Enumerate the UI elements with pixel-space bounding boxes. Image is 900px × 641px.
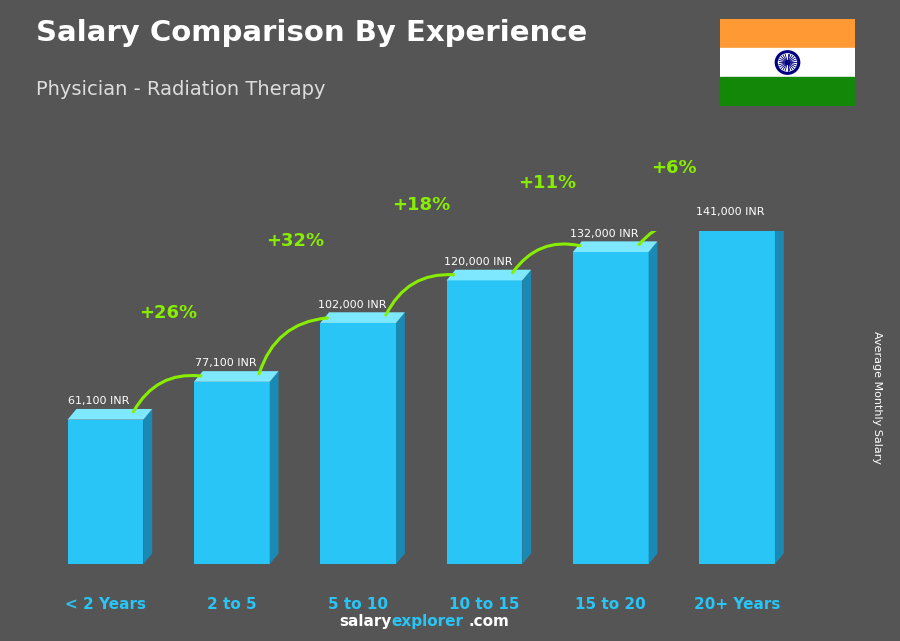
Text: < 2 Years: < 2 Years <box>65 597 146 612</box>
Text: 120,000 INR: 120,000 INR <box>444 257 512 267</box>
FancyArrowPatch shape <box>386 274 454 315</box>
Bar <box>720 19 855 48</box>
Text: 20+ Years: 20+ Years <box>694 597 780 612</box>
FancyArrowPatch shape <box>133 376 201 412</box>
Polygon shape <box>446 270 531 280</box>
FancyArrowPatch shape <box>512 244 580 273</box>
Text: +6%: +6% <box>651 160 697 178</box>
Text: .com: .com <box>468 615 508 629</box>
Circle shape <box>776 51 799 74</box>
Polygon shape <box>320 323 396 564</box>
Text: 61,100 INR: 61,100 INR <box>68 396 130 406</box>
Polygon shape <box>699 231 775 564</box>
Text: +18%: +18% <box>392 196 450 213</box>
Text: 5 to 10: 5 to 10 <box>328 597 388 612</box>
Bar <box>720 77 855 106</box>
Circle shape <box>778 54 796 71</box>
Text: +26%: +26% <box>140 304 198 322</box>
Polygon shape <box>446 280 522 564</box>
Polygon shape <box>320 312 405 323</box>
Polygon shape <box>68 409 152 420</box>
Text: 10 to 15: 10 to 15 <box>449 597 519 612</box>
Text: 132,000 INR: 132,000 INR <box>571 229 639 238</box>
Polygon shape <box>194 382 270 564</box>
Text: salary: salary <box>339 615 392 629</box>
Text: Salary Comparison By Experience: Salary Comparison By Experience <box>36 19 587 47</box>
Polygon shape <box>143 409 152 564</box>
Circle shape <box>786 61 789 64</box>
Text: Average Monthly Salary: Average Monthly Salary <box>872 331 883 464</box>
Text: +32%: +32% <box>266 231 324 249</box>
Bar <box>720 48 855 77</box>
Polygon shape <box>396 312 405 564</box>
Polygon shape <box>572 252 649 564</box>
Polygon shape <box>522 270 531 564</box>
Polygon shape <box>68 420 143 564</box>
Text: 15 to 20: 15 to 20 <box>575 597 646 612</box>
FancyArrowPatch shape <box>259 318 327 374</box>
Text: explorer: explorer <box>392 615 464 629</box>
Polygon shape <box>649 242 658 564</box>
Text: 141,000 INR: 141,000 INR <box>697 208 765 217</box>
Text: Physician - Radiation Therapy: Physician - Radiation Therapy <box>36 80 326 99</box>
Polygon shape <box>572 242 658 252</box>
Polygon shape <box>775 220 784 564</box>
Text: 102,000 INR: 102,000 INR <box>318 299 386 310</box>
Text: 77,100 INR: 77,100 INR <box>194 358 256 369</box>
FancyArrowPatch shape <box>639 221 706 245</box>
Polygon shape <box>270 371 278 564</box>
Polygon shape <box>699 220 784 231</box>
Text: 2 to 5: 2 to 5 <box>207 597 256 612</box>
Text: +11%: +11% <box>518 174 577 192</box>
Polygon shape <box>194 371 278 382</box>
